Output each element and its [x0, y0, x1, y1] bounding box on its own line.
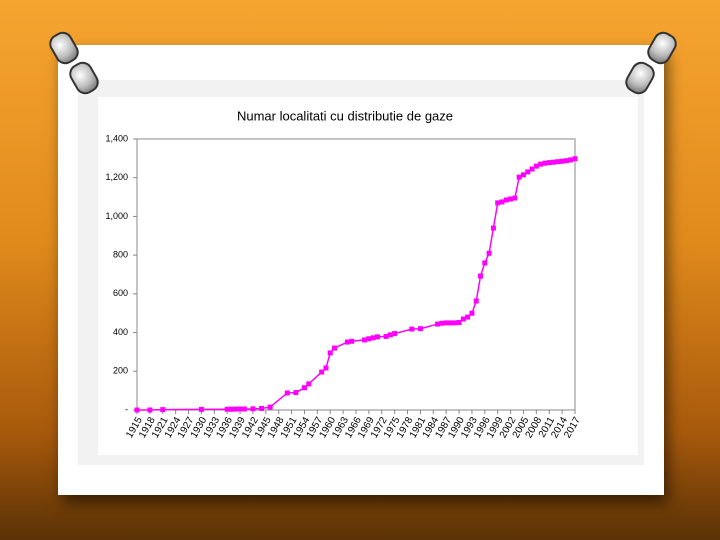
point [499, 199, 505, 205]
point [301, 385, 307, 391]
point [134, 407, 140, 413]
point [452, 320, 458, 326]
point [551, 159, 557, 165]
point [529, 166, 535, 172]
point [572, 156, 578, 162]
point [224, 406, 230, 412]
point [516, 174, 522, 180]
point [508, 196, 514, 202]
point [546, 160, 552, 166]
point [435, 321, 441, 327]
y-tick-label: 400 [113, 327, 128, 337]
point [520, 172, 526, 178]
point [443, 320, 449, 326]
point [233, 406, 239, 412]
point [284, 390, 290, 396]
point [495, 200, 501, 206]
chart-area [98, 97, 638, 455]
point [533, 163, 539, 169]
y-tick-label: 1,200 [105, 172, 128, 182]
point [456, 320, 462, 326]
point [478, 273, 484, 279]
point [469, 310, 475, 316]
point [370, 335, 376, 341]
point [512, 195, 518, 201]
point [228, 406, 234, 412]
point [563, 158, 569, 164]
point [259, 405, 265, 411]
y-tick-label: 800 [113, 250, 128, 260]
point [241, 406, 247, 412]
point [319, 369, 325, 375]
point [538, 161, 544, 167]
point [267, 404, 273, 410]
point [465, 314, 471, 320]
point [482, 260, 488, 266]
point [323, 365, 329, 371]
point [374, 334, 380, 340]
point [383, 333, 389, 339]
point [387, 332, 393, 338]
point [362, 337, 368, 343]
point [473, 298, 479, 304]
point [447, 320, 453, 326]
y-tick-label: 1,400 [105, 133, 128, 143]
point [490, 225, 496, 231]
point [439, 320, 445, 326]
y-tick-label: 200 [113, 366, 128, 376]
point [559, 158, 565, 164]
point [555, 159, 561, 165]
point [417, 326, 423, 332]
point [237, 406, 243, 412]
point [250, 406, 256, 412]
point [327, 350, 333, 356]
point [486, 250, 492, 256]
point [392, 331, 398, 337]
point [147, 407, 153, 413]
chart-title: Numar localitati cu distributie de gaze [237, 108, 453, 123]
y-tick-label: 600 [113, 288, 128, 298]
point [409, 326, 415, 332]
point [460, 316, 466, 322]
point [568, 157, 574, 163]
point [366, 336, 372, 342]
point [293, 390, 299, 396]
point [503, 197, 509, 203]
point [349, 338, 355, 344]
point [198, 406, 204, 412]
point [160, 407, 166, 413]
y-tick-label: - [125, 404, 128, 414]
point [332, 345, 338, 351]
point [306, 381, 312, 387]
y-tick-label: 1,000 [105, 211, 128, 221]
point [344, 339, 350, 345]
point [525, 169, 531, 175]
point [542, 160, 548, 166]
